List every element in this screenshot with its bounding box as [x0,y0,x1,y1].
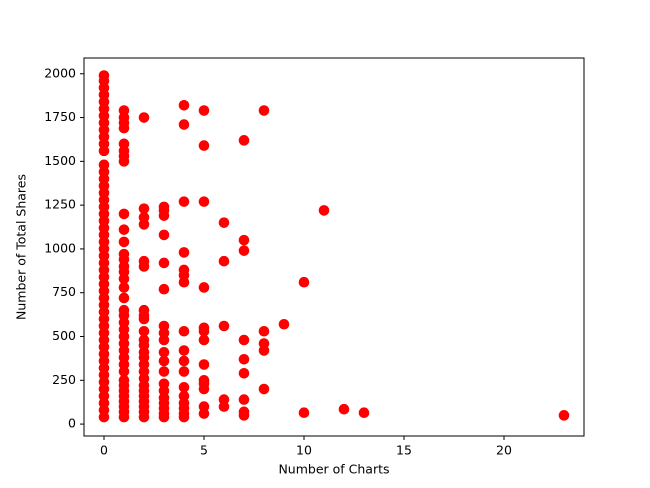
point [158,355,170,367]
point [118,208,130,220]
point [118,224,130,235]
point [118,248,130,260]
x-axis-label: Number of Charts [278,462,389,477]
y-tick-label: 250 [52,372,76,387]
point [158,257,170,269]
point [118,374,130,386]
y-tick-label: 500 [52,328,76,343]
point [218,217,230,228]
point [138,212,150,223]
point [198,374,210,386]
point [178,345,190,356]
point [238,334,250,346]
point [278,318,290,330]
x-tick-label: 5 [200,443,208,458]
point [178,99,190,111]
point [178,119,190,130]
point [198,334,210,346]
point [258,105,270,116]
y-tick-label: 750 [52,284,76,299]
point [238,135,250,146]
y-tick-label: 1250 [44,197,76,212]
point [238,234,250,246]
point [318,205,330,216]
x-tick-label: 20 [496,443,512,458]
point [178,325,190,337]
point [118,292,130,304]
point [138,304,150,316]
point [158,201,170,213]
point [198,401,210,412]
point [178,382,190,393]
x-tick-label: 10 [296,443,312,458]
x-tick-label: 0 [100,443,108,458]
point [238,367,250,379]
point [98,159,110,171]
point [178,390,190,402]
point [258,325,270,337]
point [138,325,150,337]
point [118,236,130,248]
y-axis-label: Number of Total Shares [14,174,29,320]
plot-frame [83,57,585,437]
point [558,410,570,421]
point [198,282,210,293]
y-tick-label: 0 [68,416,76,431]
point [238,353,250,365]
y-tick-label: 1000 [44,240,76,255]
y-tick-label: 2000 [44,65,76,80]
point [218,320,230,332]
point [178,247,190,258]
point [138,334,150,346]
point [198,140,210,151]
point [178,264,190,276]
point [218,255,230,267]
point [118,304,130,316]
point [238,394,250,405]
point [338,403,350,415]
point [98,70,110,81]
point [238,406,250,418]
point [258,338,270,349]
point [218,394,230,405]
point [358,407,370,419]
point [178,196,190,207]
point [198,105,210,116]
point [158,346,170,358]
point [178,366,190,377]
point [158,229,170,241]
x-tick-label: 15 [396,443,412,458]
point [298,276,310,288]
y-tick-label: 1750 [44,109,76,124]
point [198,359,210,370]
point [138,112,150,123]
point [298,407,310,419]
point [258,383,270,395]
point [158,283,170,295]
point [198,196,210,207]
point [138,203,150,214]
point [118,138,130,150]
point [178,355,190,367]
point [118,105,130,116]
point [118,282,130,293]
point [158,320,170,332]
point [198,322,210,334]
point [238,245,250,256]
point [138,255,150,267]
point [158,378,170,390]
y-tick-label: 1500 [44,153,76,168]
point [158,366,170,377]
